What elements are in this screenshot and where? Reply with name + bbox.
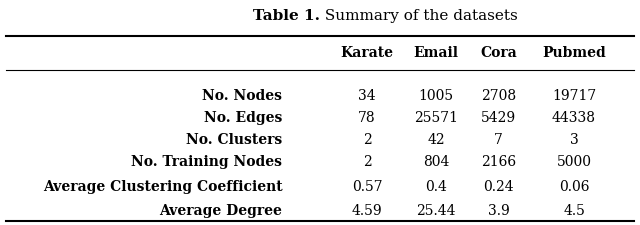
Text: Karate: Karate [340, 46, 394, 60]
Text: 2166: 2166 [481, 155, 516, 169]
Text: 2: 2 [363, 155, 371, 169]
Text: 25.44: 25.44 [416, 204, 456, 218]
Text: 42: 42 [428, 133, 445, 147]
Text: 2708: 2708 [481, 89, 516, 103]
Text: 78: 78 [358, 111, 376, 125]
Text: No. Training Nodes: No. Training Nodes [131, 155, 282, 169]
Text: Pubmed: Pubmed [542, 46, 606, 60]
Text: Cora: Cora [481, 46, 517, 60]
Text: 0.4: 0.4 [425, 180, 447, 194]
Text: 804: 804 [423, 155, 449, 169]
Text: 0.57: 0.57 [352, 180, 382, 194]
Text: 25571: 25571 [414, 111, 458, 125]
Text: 4.59: 4.59 [352, 204, 382, 218]
Text: 19717: 19717 [552, 89, 596, 103]
Text: Table 1.: Table 1. [253, 9, 320, 23]
Text: 3.9: 3.9 [488, 204, 509, 218]
Text: 44338: 44338 [552, 111, 596, 125]
Text: Average Degree: Average Degree [159, 204, 282, 218]
Text: 5000: 5000 [557, 155, 591, 169]
Text: No. Nodes: No. Nodes [202, 89, 282, 103]
Text: 4.5: 4.5 [563, 204, 585, 218]
Text: No. Clusters: No. Clusters [186, 133, 282, 147]
Text: No. Edges: No. Edges [204, 111, 282, 125]
Text: 0.24: 0.24 [483, 180, 514, 194]
Text: Average Clustering Coefficient: Average Clustering Coefficient [43, 180, 282, 194]
Text: 34: 34 [358, 89, 376, 103]
Text: 2: 2 [363, 133, 371, 147]
Text: 5429: 5429 [481, 111, 516, 125]
Text: 3: 3 [570, 133, 579, 147]
Text: Summary of the datasets: Summary of the datasets [320, 9, 518, 23]
Text: 7: 7 [494, 133, 503, 147]
Text: Email: Email [413, 46, 458, 60]
Text: 0.06: 0.06 [559, 180, 589, 194]
Text: 1005: 1005 [419, 89, 454, 103]
